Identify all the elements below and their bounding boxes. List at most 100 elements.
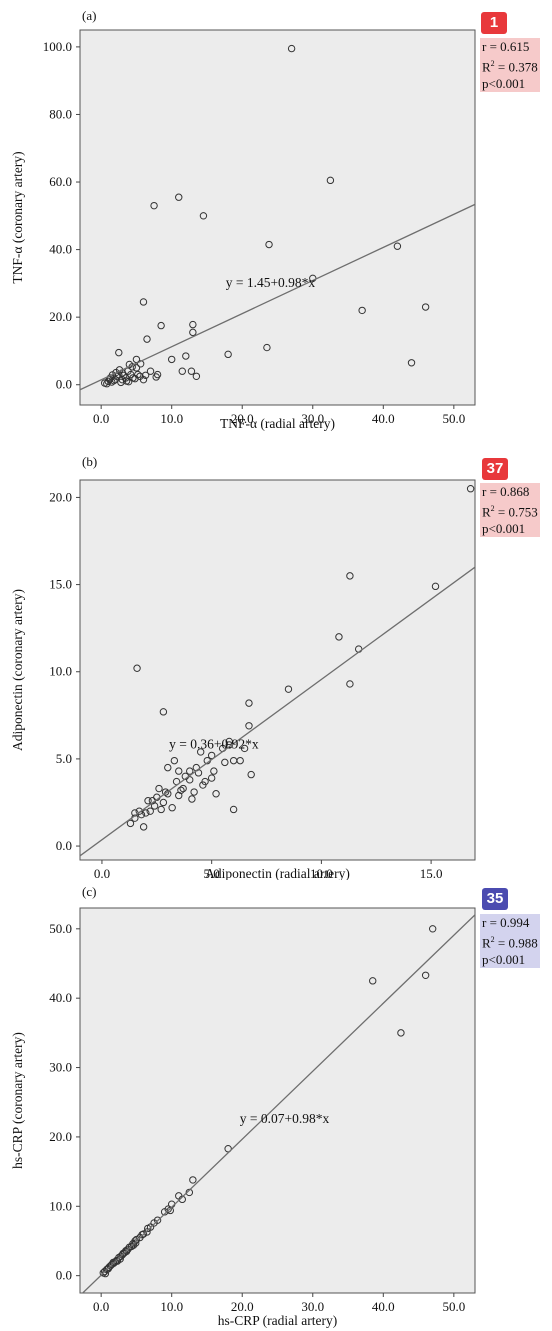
panel-label-a: (a) (82, 8, 96, 23)
plot-area-a (79, 29, 476, 406)
data-point (168, 804, 176, 812)
x-tick-label: 0.0 (93, 411, 109, 426)
badge-c: 35 (482, 888, 508, 910)
r-value-a: r = 0.615 (480, 38, 540, 55)
y-axis-label: Adiponectin (coronary artery) (10, 589, 25, 751)
data-point (428, 925, 437, 933)
x-tick-label: 30.0 (301, 1299, 324, 1314)
data-point (139, 823, 148, 831)
data-point (182, 352, 190, 360)
y-tick-label: 50.0 (49, 921, 72, 936)
fit-equation-label: y = 0.07+0.98*x (240, 1111, 330, 1126)
plot-area-b (79, 479, 476, 861)
data-point (466, 485, 475, 493)
x-tick-label: 0.0 (93, 1299, 109, 1314)
data-point (284, 685, 293, 693)
data-point (109, 1258, 117, 1267)
scatter-panel-c: (c) 0.0 10.0 20.0 30.0 40.0 50.0 0.0 10.0 20.0 30.… (0, 880, 552, 1331)
data-point (207, 774, 216, 782)
data-point (157, 805, 165, 814)
data-point (210, 767, 218, 775)
data-point (126, 819, 135, 828)
data-point (143, 335, 151, 343)
data-point (224, 350, 232, 359)
scatter-chart-a: (a) 0.0 10.0 20.0 30.0 40.0 50.0 0.0 20.0 40.0 60.… (10, 8, 476, 431)
scatter-panel-a: (a) 0.0 10.0 20.0 30.0 40.0 50.0 0.0 20.0 40.0 60.… (0, 0, 552, 440)
x-tick-label: 5.0 (204, 866, 220, 880)
data-point (179, 784, 187, 793)
data-point (159, 708, 168, 716)
data-point (265, 240, 273, 249)
y-tick-label: 0.0 (56, 1268, 72, 1283)
fit-line (80, 203, 475, 391)
y-tick-label: 40.0 (49, 242, 72, 257)
data-point (421, 971, 430, 979)
data-point (221, 758, 229, 767)
r-value-b: r = 0.868 (480, 483, 540, 500)
y-tick-label: 30.0 (49, 1060, 72, 1075)
x-axis-label: TNF-α (radial artery) (220, 416, 335, 431)
data-point (188, 795, 196, 803)
data-point (150, 201, 158, 210)
fit-line (80, 566, 475, 857)
x-tick-label: 40.0 (372, 1299, 395, 1314)
y-axis-label: hs-CRP (coronary artery) (10, 1032, 25, 1169)
p-value-b: p<0.001 (480, 520, 540, 538)
y-tick-label: 40.0 (49, 990, 72, 1005)
data-point (167, 355, 176, 364)
data-point (431, 582, 440, 591)
data-point (152, 373, 160, 381)
x-tick-label: 0.0 (94, 866, 110, 880)
data-point (287, 44, 296, 53)
fit-line (81, 914, 475, 1293)
data-point (139, 375, 148, 384)
y-tick-label: 80.0 (49, 106, 72, 121)
data-point (207, 751, 216, 760)
data-point (346, 680, 354, 688)
stat-box-b: r = 0.868 R2 = 0.753 p<0.001 (480, 483, 540, 538)
data-point (117, 378, 125, 387)
scatter-panel-b: (b) 0.0 5.0 10.0 15.0 0.0 5.0 10.0 15.0 20.0 Adipo… (0, 440, 552, 880)
data-point (170, 756, 179, 765)
data-point (146, 807, 154, 815)
data-point (166, 1206, 174, 1215)
data-point (150, 802, 159, 810)
data-point (189, 320, 197, 329)
y-tick-label: 10.0 (49, 664, 72, 679)
data-point (178, 367, 186, 375)
data-point (421, 303, 430, 311)
x-tick-label: 40.0 (372, 411, 395, 426)
x-tick-label: 20.0 (231, 411, 254, 426)
p-value-a: p<0.001 (480, 75, 540, 93)
stat-box-a: r = 0.615 R2 = 0.378 p<0.001 (480, 38, 540, 93)
data-point (115, 348, 123, 357)
y-tick-label: 20.0 (49, 1129, 72, 1144)
data-point (358, 306, 366, 315)
y-tick-label: 20.0 (49, 489, 72, 504)
data-point (190, 788, 198, 796)
r2-value-a: R2 = 0.378 (480, 55, 540, 76)
y-tick-label: 100.0 (43, 39, 72, 54)
data-point (326, 176, 335, 185)
panel-label-c: (c) (82, 884, 96, 899)
data-point (129, 1241, 138, 1249)
stat-box-c: r = 0.994 R2 = 0.988 p<0.001 (480, 914, 540, 969)
x-tick-label: 10.0 (160, 411, 183, 426)
y-tick-label: 0.0 (56, 377, 72, 392)
r-value-c: r = 0.994 (480, 914, 540, 931)
data-point (196, 748, 205, 756)
data-point (369, 977, 377, 985)
data-point (346, 572, 354, 580)
data-point (157, 321, 165, 330)
data-point (138, 1231, 146, 1239)
data-point (407, 359, 416, 367)
data-point (164, 1205, 172, 1213)
x-tick-label: 30.0 (301, 411, 324, 426)
y-tick-label: 60.0 (49, 174, 72, 189)
y-tick-label: 20.0 (49, 309, 72, 324)
data-point (236, 756, 244, 765)
data-point (139, 298, 148, 306)
data-point (397, 1029, 405, 1037)
data-point (122, 1247, 131, 1256)
data-point (103, 380, 111, 388)
